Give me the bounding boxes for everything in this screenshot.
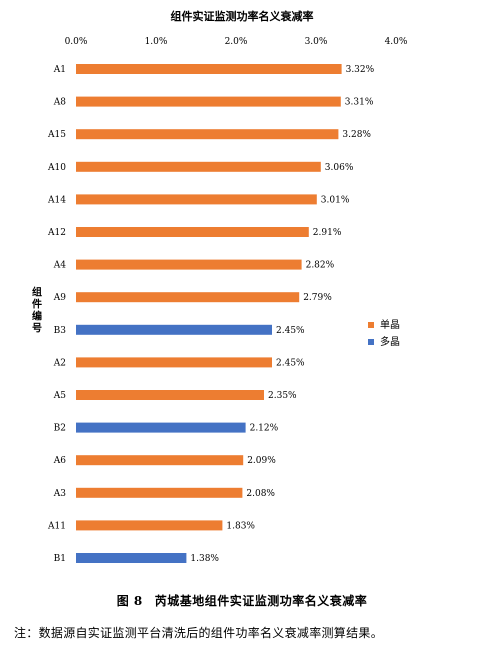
bar bbox=[76, 64, 342, 74]
bar bbox=[76, 455, 244, 466]
category-label: A3 bbox=[53, 489, 66, 499]
bar bbox=[76, 129, 339, 140]
legend-label: 多晶 bbox=[380, 335, 400, 348]
bar bbox=[76, 161, 321, 172]
category-label: A12 bbox=[47, 228, 66, 238]
category-label: B3 bbox=[54, 326, 67, 336]
bar bbox=[76, 520, 223, 531]
value-label: 3.01% bbox=[321, 195, 350, 205]
bar bbox=[76, 96, 341, 107]
value-label: 3.06% bbox=[325, 163, 354, 173]
figure-number: 图 8 bbox=[116, 594, 143, 608]
value-label: 2.79% bbox=[303, 293, 332, 303]
category-label: A2 bbox=[53, 358, 66, 368]
value-label: 2.91% bbox=[313, 228, 342, 238]
value-label: 1.83% bbox=[226, 521, 255, 531]
value-label: 2.45% bbox=[276, 326, 305, 336]
bar bbox=[76, 422, 246, 433]
bar bbox=[76, 487, 243, 498]
x-tick-label: 3.0% bbox=[305, 37, 328, 47]
category-label: A10 bbox=[47, 163, 66, 173]
bar bbox=[76, 357, 272, 368]
bar bbox=[76, 390, 264, 400]
x-tick-label: 2.0% bbox=[225, 37, 248, 47]
legend-swatch bbox=[368, 339, 374, 345]
value-label: 2.08% bbox=[246, 489, 275, 499]
bar bbox=[76, 194, 317, 205]
value-label: 3.31% bbox=[345, 98, 374, 108]
figure-caption-text: 芮城基地组件实证监测功率名义衰减率 bbox=[154, 594, 368, 608]
x-tick-label: 4.0% bbox=[385, 37, 408, 47]
value-label: 2.12% bbox=[250, 424, 279, 434]
category-label: A11 bbox=[47, 521, 66, 531]
category-label: A4 bbox=[53, 261, 66, 271]
value-labels: 3.32% 3.31% 3.28% 3.06% 3.01% 2.91% 2.82% 2.79%… bbox=[190, 65, 374, 564]
category-label: A14 bbox=[47, 195, 66, 205]
x-tick-label: 1.0% bbox=[145, 37, 168, 47]
bar bbox=[76, 227, 309, 237]
category-label: A5 bbox=[53, 391, 66, 401]
value-label: 3.28% bbox=[342, 130, 371, 140]
category-labels: A1 A8 A15 A10 A14 A12 A4 A9 B3 A2 A5 B2 A6 A3 A11 B1 bbox=[47, 65, 66, 564]
category-label: A15 bbox=[47, 130, 66, 140]
value-label: 1.38% bbox=[190, 554, 219, 564]
category-label: B1 bbox=[54, 554, 66, 564]
value-label: 2.82% bbox=[306, 261, 335, 271]
value-label: 2.09% bbox=[247, 456, 276, 466]
bar bbox=[76, 292, 300, 303]
legend-label: 单晶 bbox=[380, 319, 400, 331]
category-label: A1 bbox=[53, 65, 66, 75]
bars bbox=[76, 64, 342, 563]
x-axis-ticks: 0.0% 1.0% 2.0% 3.0% 4.0% bbox=[65, 37, 408, 47]
bar bbox=[76, 324, 272, 335]
chart-title: 组件实证监测功率名义衰减率 bbox=[171, 9, 314, 23]
category-label: A9 bbox=[53, 293, 66, 303]
value-label: 3.32% bbox=[346, 65, 375, 75]
bar bbox=[76, 553, 187, 563]
value-label: 2.45% bbox=[276, 358, 305, 368]
value-label: 2.35% bbox=[268, 391, 297, 401]
figure-caption: 图 8 芮城基地组件实证监测功率名义衰减率 bbox=[0, 592, 484, 609]
x-tick-label: 0.0% bbox=[65, 37, 88, 47]
y-axis-label: 组件编号 bbox=[32, 286, 42, 335]
category-label: B2 bbox=[54, 424, 66, 434]
bar-chart: 组件实证监测功率名义衰减率 0.0% 1.0% 2.0% 3.0% 4.0% A1A8A… bbox=[32, 9, 408, 564]
bar bbox=[76, 259, 302, 270]
source-note: 注：数据源自实证监测平台清洗后的组件功率名义衰减率测算结果。 bbox=[14, 626, 384, 640]
legend-swatch bbox=[368, 322, 374, 328]
category-label: A8 bbox=[53, 98, 66, 108]
category-label: A6 bbox=[53, 456, 66, 466]
y-axis-label-text: 组件编号 bbox=[32, 286, 42, 335]
